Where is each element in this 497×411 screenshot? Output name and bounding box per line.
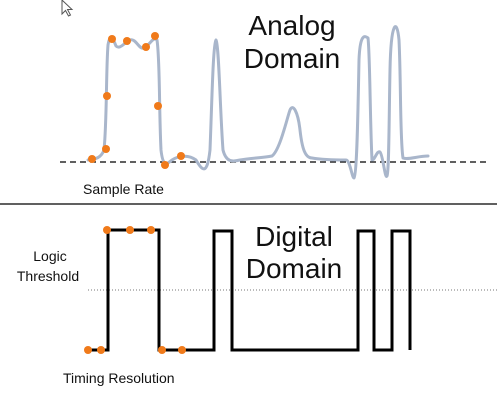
sample-rate-label: Sample Rate — [83, 181, 164, 197]
analog-sample-dot — [103, 92, 111, 100]
digital-title-line1: Digital — [255, 221, 333, 252]
analog-sample-dot — [88, 155, 96, 163]
analog-sample-dot — [102, 145, 110, 153]
digital-sample-dot — [126, 226, 134, 234]
analog-sample-dot — [151, 32, 159, 40]
digital-sample-dot — [178, 346, 186, 354]
digital-title-line2: Domain — [246, 253, 342, 284]
mouse-pointer-icon — [61, 0, 74, 17]
digital-waveform — [86, 228, 412, 352]
analog-sample-dot — [142, 43, 150, 51]
analog-title-line1: Analog — [248, 10, 335, 41]
digital-sample-points — [84, 226, 186, 354]
analog-sample-points — [88, 32, 185, 169]
analog-sample-dot — [123, 37, 131, 45]
analog-sample-dot — [177, 152, 185, 160]
analog-sample-dot — [108, 35, 116, 43]
analog-sample-dot — [161, 161, 169, 169]
logic-threshold-label-line1: Logic — [33, 248, 66, 264]
analog-sample-dot — [154, 102, 162, 110]
logic-threshold-label-line2: Threshold — [17, 268, 79, 284]
analog-title-line2: Domain — [244, 43, 340, 74]
digital-sample-dot — [103, 226, 111, 234]
timing-resolution-label: Timing Resolution — [63, 370, 175, 386]
digital-sample-dot — [158, 346, 166, 354]
digital-sample-dot — [84, 346, 92, 354]
digital-sample-dot — [147, 226, 155, 234]
digital-sample-dot — [97, 346, 105, 354]
